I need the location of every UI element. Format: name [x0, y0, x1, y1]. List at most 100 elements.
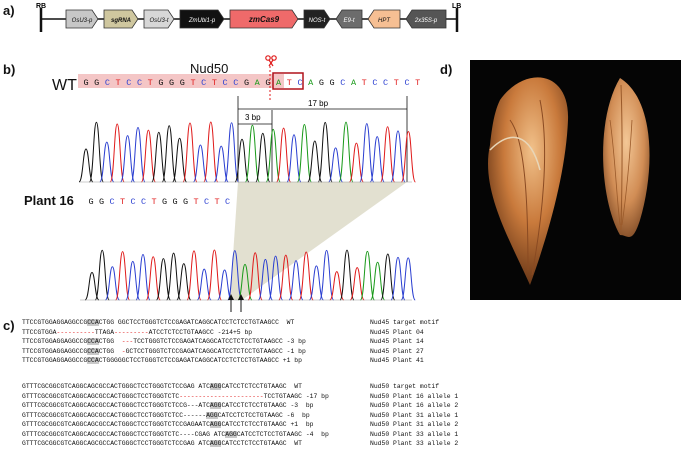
pam-highlight: AGG — [209, 383, 222, 390]
nud45-row: TTCCGTGGAGGAGGCCGCCACTGG GGCTCCTGGGTCTCC… — [22, 318, 439, 328]
construct-element-8 — [405, 9, 447, 29]
wt-base: G — [265, 78, 270, 88]
pam-highlight: CCA — [87, 357, 99, 364]
sample-label: Nud45 Plant 41 — [370, 357, 424, 364]
sequence-prefix: TTCCGTGGAGGAGGCCG — [22, 319, 88, 326]
wt-base: C — [383, 78, 388, 88]
wt-peak — [348, 142, 364, 183]
target-highlight — [78, 74, 284, 88]
sequence-rest: CTGG -GCTCCTGGGTCTCCGAGATCAGGCATCCTCTCCT… — [98, 347, 283, 355]
plant-base: T — [214, 197, 219, 207]
wt-peak — [182, 122, 198, 183]
wt-peak — [390, 130, 406, 183]
wt-peak — [88, 121, 104, 183]
wt-peak — [296, 123, 312, 183]
panel-c-label: c) — [3, 318, 15, 333]
wt-peak — [265, 128, 281, 183]
wt-peak — [286, 134, 302, 183]
wt-base: G — [180, 78, 185, 88]
construct-element-label: E9-t — [343, 18, 354, 24]
construct-element-label: OsU3-t — [149, 18, 168, 24]
construct-element-7 — [367, 9, 401, 29]
lb-label: LB — [452, 3, 461, 10]
indel-size: -6 bp — [282, 411, 310, 419]
wt-peak — [172, 137, 188, 183]
plant-base: G — [99, 197, 104, 207]
pam-highlight: AGG — [209, 440, 222, 447]
indel-size: +1 bp — [286, 421, 314, 428]
wt-peak — [328, 147, 344, 183]
sample-label: Nud50 Plant 33 allele 1 — [370, 430, 459, 438]
sequence-prefix: TTCCGTGGAGGAGGCCG — [22, 347, 88, 355]
indel-size: WT — [286, 440, 302, 447]
sequence-prefix: TTCCGTGGA — [22, 328, 57, 336]
plant-peak — [186, 250, 202, 301]
plant-base: C — [225, 197, 230, 207]
plant-peak — [278, 254, 294, 301]
plant-peak — [400, 257, 416, 301]
plant-peak — [298, 251, 314, 301]
naked-grain — [603, 78, 650, 237]
wt-base: G — [94, 78, 99, 88]
wt-base: A — [255, 78, 261, 88]
bp3-label: 3 bp — [245, 113, 261, 122]
sequence-prefix: GTTTCGCGGCGTCAGGCAGCGCCACTGGGCTCCTGGGTCT… — [22, 430, 226, 438]
nud50-row: GTTTCGCGGCGTCAGGCAGCGCCACTGGGCTCCTGGGTCT… — [22, 382, 439, 392]
wt-base: C — [372, 78, 377, 88]
indel-size: WT — [286, 383, 302, 390]
wt-base: C — [233, 78, 238, 88]
sample-label: Nud50 Plant 31 allele 1 — [370, 411, 459, 419]
plant-peak — [135, 254, 151, 301]
nud45-row: TTCCGTGGAGGAGGCCGCCACTGGGGGCTCCTGGGTCTCC… — [22, 356, 424, 366]
sequence-rest: ----------------------TCCTGTAAGC — [179, 392, 302, 400]
plant-peak — [196, 268, 212, 301]
construct-element-5 — [303, 9, 331, 29]
construct-element-6 — [335, 9, 363, 29]
pam-highlight: AGG — [209, 421, 222, 428]
plant-base: T — [151, 197, 156, 207]
nud50-row: GTTTCGCGGCGTCAGGCAGCGCCACTGGGCTCCTGGGTCT… — [22, 439, 458, 449]
plant-peak — [359, 250, 375, 301]
plant-peak — [257, 258, 273, 301]
wt-peak — [78, 148, 94, 183]
wt-peak — [140, 129, 156, 183]
sequence-prefix: GTTTCGCGGCGTCAGGCAGCGCCACTGGGCTCCTGGGTCT… — [22, 392, 180, 400]
wt-peak — [338, 121, 354, 183]
plant-peak — [227, 250, 243, 301]
construct-element-label: OsU3-p — [72, 18, 93, 24]
wt-base: T — [190, 78, 195, 88]
scissors-icon — [265, 55, 277, 67]
sequence-rest: CATCCTCTCCTGTAAGC — [221, 421, 287, 428]
sequence-prefix: GTTTCGCGGCGTCAGGCAGCGCCACTGGGCTCCTGGGTCT… — [22, 383, 210, 390]
indel-size: -3 bp — [282, 338, 306, 345]
sample-label: Nud45 Plant 04 — [370, 328, 424, 336]
wt-peak — [359, 123, 375, 183]
sequence-prefix: TTCCGTGGAGGAGGCCG — [22, 357, 88, 364]
sample-label: Nud50 Plant 31 allele 2 — [370, 421, 459, 428]
indel-size: -17 bp — [301, 392, 329, 400]
wt-base: T — [394, 78, 399, 88]
wt-base: A — [308, 78, 314, 88]
nud50-row: GTTTCGCGGCGTCAGGCAGCGCCACTGGGCTCCTGGGTCT… — [22, 392, 458, 402]
sequence-rest: CATCCTCTCCTGTAAGC — [221, 440, 287, 447]
plant-base: T — [193, 197, 198, 207]
wt-base: C — [137, 78, 142, 88]
construct-element-0 — [65, 9, 99, 29]
wt-base: G — [244, 78, 249, 88]
plant-peak — [125, 260, 141, 301]
bp17-label: 17 bp — [308, 99, 329, 108]
plant-base: C — [141, 197, 146, 207]
pam-highlight: AGG — [206, 411, 218, 419]
wt-label: WT — [52, 77, 77, 94]
wt-peak — [130, 126, 146, 183]
sequence-rest: ----------TTAGA---------ATCCTCTCCTGTAAGC… — [56, 328, 214, 336]
panel-a-label: a) — [3, 3, 15, 18]
sequence-prefix: GTTTCGCGGCGTCAGGCAGCGCCACTGGGCTCCTGGGTCT… — [22, 421, 210, 428]
construct-element-4 — [229, 9, 299, 29]
wt-peak — [151, 131, 167, 183]
nud45-row: TTCCGTGGA----------TTAGA---------ATCCTCT… — [22, 328, 424, 338]
plant-peak — [237, 263, 253, 301]
sequence-rest: CATCCTCTCCTGTAAGC — [236, 430, 302, 438]
wt-peak — [203, 121, 219, 183]
